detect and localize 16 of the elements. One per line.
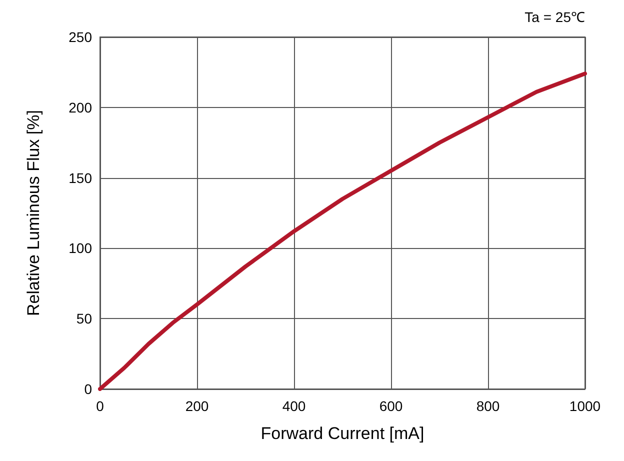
x-tick-label: 600: [379, 398, 403, 414]
x-tick-label: 800: [476, 398, 500, 414]
line-series: [98, 72, 587, 391]
y-tick-label: 200: [68, 99, 92, 116]
y-axis-title: Relative Luminous Flux [%]: [24, 110, 43, 316]
y-tick-label: 100: [68, 240, 92, 256]
x-tick-label: 200: [185, 398, 209, 414]
x-tick-label: 1000: [569, 398, 601, 414]
y-tick-label: 150: [68, 170, 92, 186]
x-axis-title: Forward Current [mA]: [260, 424, 424, 443]
y-tick-label: 0: [84, 381, 92, 397]
x-tick-label: 400: [282, 398, 306, 414]
text: Ta = 25℃: [524, 9, 586, 25]
y-tick-label: 250: [68, 29, 92, 45]
y-tick-label: 50: [76, 310, 92, 327]
x-tick-label: 0: [96, 398, 104, 414]
